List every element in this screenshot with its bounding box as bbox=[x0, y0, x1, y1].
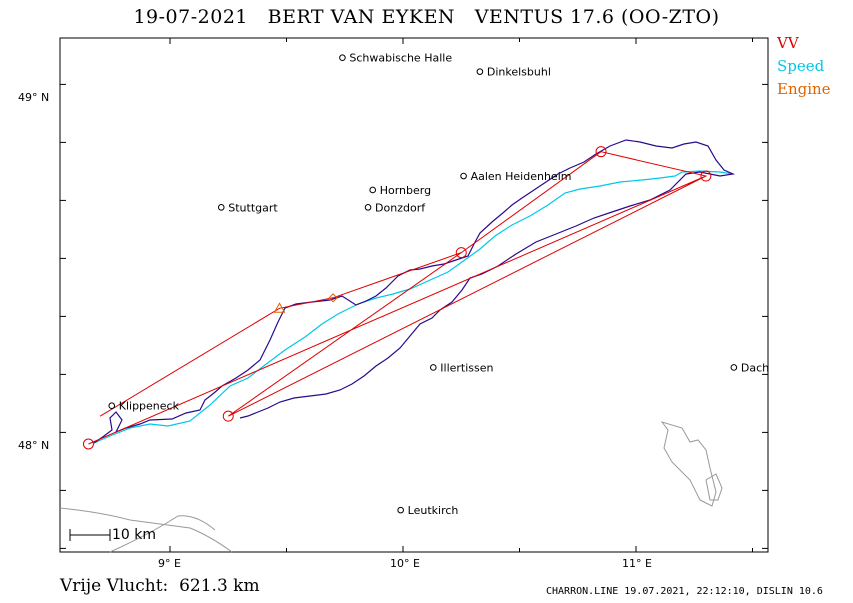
lon-label-9: 9° E bbox=[158, 557, 181, 570]
town-marker bbox=[369, 186, 377, 194]
town-label: Klippeneck bbox=[119, 400, 180, 413]
town-label: Stuttgart bbox=[228, 201, 278, 214]
town-label: Aalen Heidenheim bbox=[471, 170, 572, 183]
lake-starnberg bbox=[705, 473, 723, 501]
legend-vv: VV bbox=[777, 34, 799, 52]
footer-info: CHARRON.LINE 19.07.2021, 22:12:10, DISLI… bbox=[546, 586, 823, 597]
town-marker bbox=[397, 506, 404, 514]
lake-bodensee-south bbox=[109, 515, 216, 553]
turnpoint-markers bbox=[82, 146, 712, 450]
glider-name: VENTUS 17.6 (OO-ZTO) bbox=[474, 6, 720, 28]
lake-ammersee bbox=[660, 421, 717, 507]
map-frame bbox=[59, 37, 769, 553]
legend-engine: Engine bbox=[777, 80, 831, 98]
town-marker bbox=[460, 172, 467, 180]
lake-outlines bbox=[59, 421, 723, 553]
turnpoint-circle bbox=[222, 410, 234, 422]
turnpoint-circle bbox=[82, 438, 94, 450]
town-label: Donzdorf bbox=[375, 201, 426, 214]
town-marker bbox=[429, 364, 437, 371]
town-marker bbox=[217, 204, 225, 211]
pilot-name: BERT VAN EYKEN bbox=[267, 6, 456, 28]
engine-diamond-marker bbox=[328, 293, 338, 303]
legend-speed: Speed bbox=[777, 57, 825, 75]
turnpoint-circle bbox=[455, 247, 467, 259]
flight-date: 19-07-2021 bbox=[133, 6, 248, 28]
lat-label-49: 49° N bbox=[18, 91, 49, 104]
lon-label-10: 10° E bbox=[390, 557, 420, 570]
town-label: Hornberg bbox=[380, 184, 431, 197]
lake-bodensee-north bbox=[59, 507, 233, 553]
axis-ticks bbox=[60, 38, 768, 552]
scale-bar-label: 10 km bbox=[112, 527, 156, 543]
town-marker bbox=[730, 364, 738, 371]
distance-value: 621.3 km bbox=[179, 576, 260, 596]
town-marker bbox=[108, 402, 116, 410]
town-marker bbox=[364, 204, 372, 211]
town-label: Dinkelsbuhl bbox=[487, 66, 551, 79]
turnpoint-circle bbox=[595, 146, 607, 158]
flight-track bbox=[93, 139, 736, 444]
lat-label-48: 48° N bbox=[18, 439, 49, 452]
town-label: Schwabische Halle bbox=[349, 52, 452, 65]
distance-label: Vrije Vlucht: bbox=[60, 576, 169, 596]
lon-label-11: 11° E bbox=[622, 557, 652, 570]
turnpoint-circle bbox=[700, 170, 712, 182]
town-markers: Schwabische Halle Dinkelsbuhl Aalen Heiden… bbox=[108, 52, 769, 517]
scale-bar: 10 km bbox=[69, 527, 156, 543]
town-label: Illertissen bbox=[440, 361, 493, 374]
town-marker bbox=[476, 68, 484, 75]
map-title: 19-07-2021 BERT VAN EYKEN VENTUS 17.6 (O… bbox=[0, 6, 853, 28]
town-label: Leutkirch bbox=[408, 504, 459, 517]
town-label: Dach bbox=[741, 361, 769, 374]
speed-track bbox=[93, 170, 734, 444]
town-marker bbox=[339, 54, 346, 62]
task-route-alt bbox=[99, 252, 462, 417]
start-triangle-marker bbox=[273, 302, 286, 313]
free-flight-distance: Vrije Vlucht: 621.3 km bbox=[60, 576, 260, 596]
